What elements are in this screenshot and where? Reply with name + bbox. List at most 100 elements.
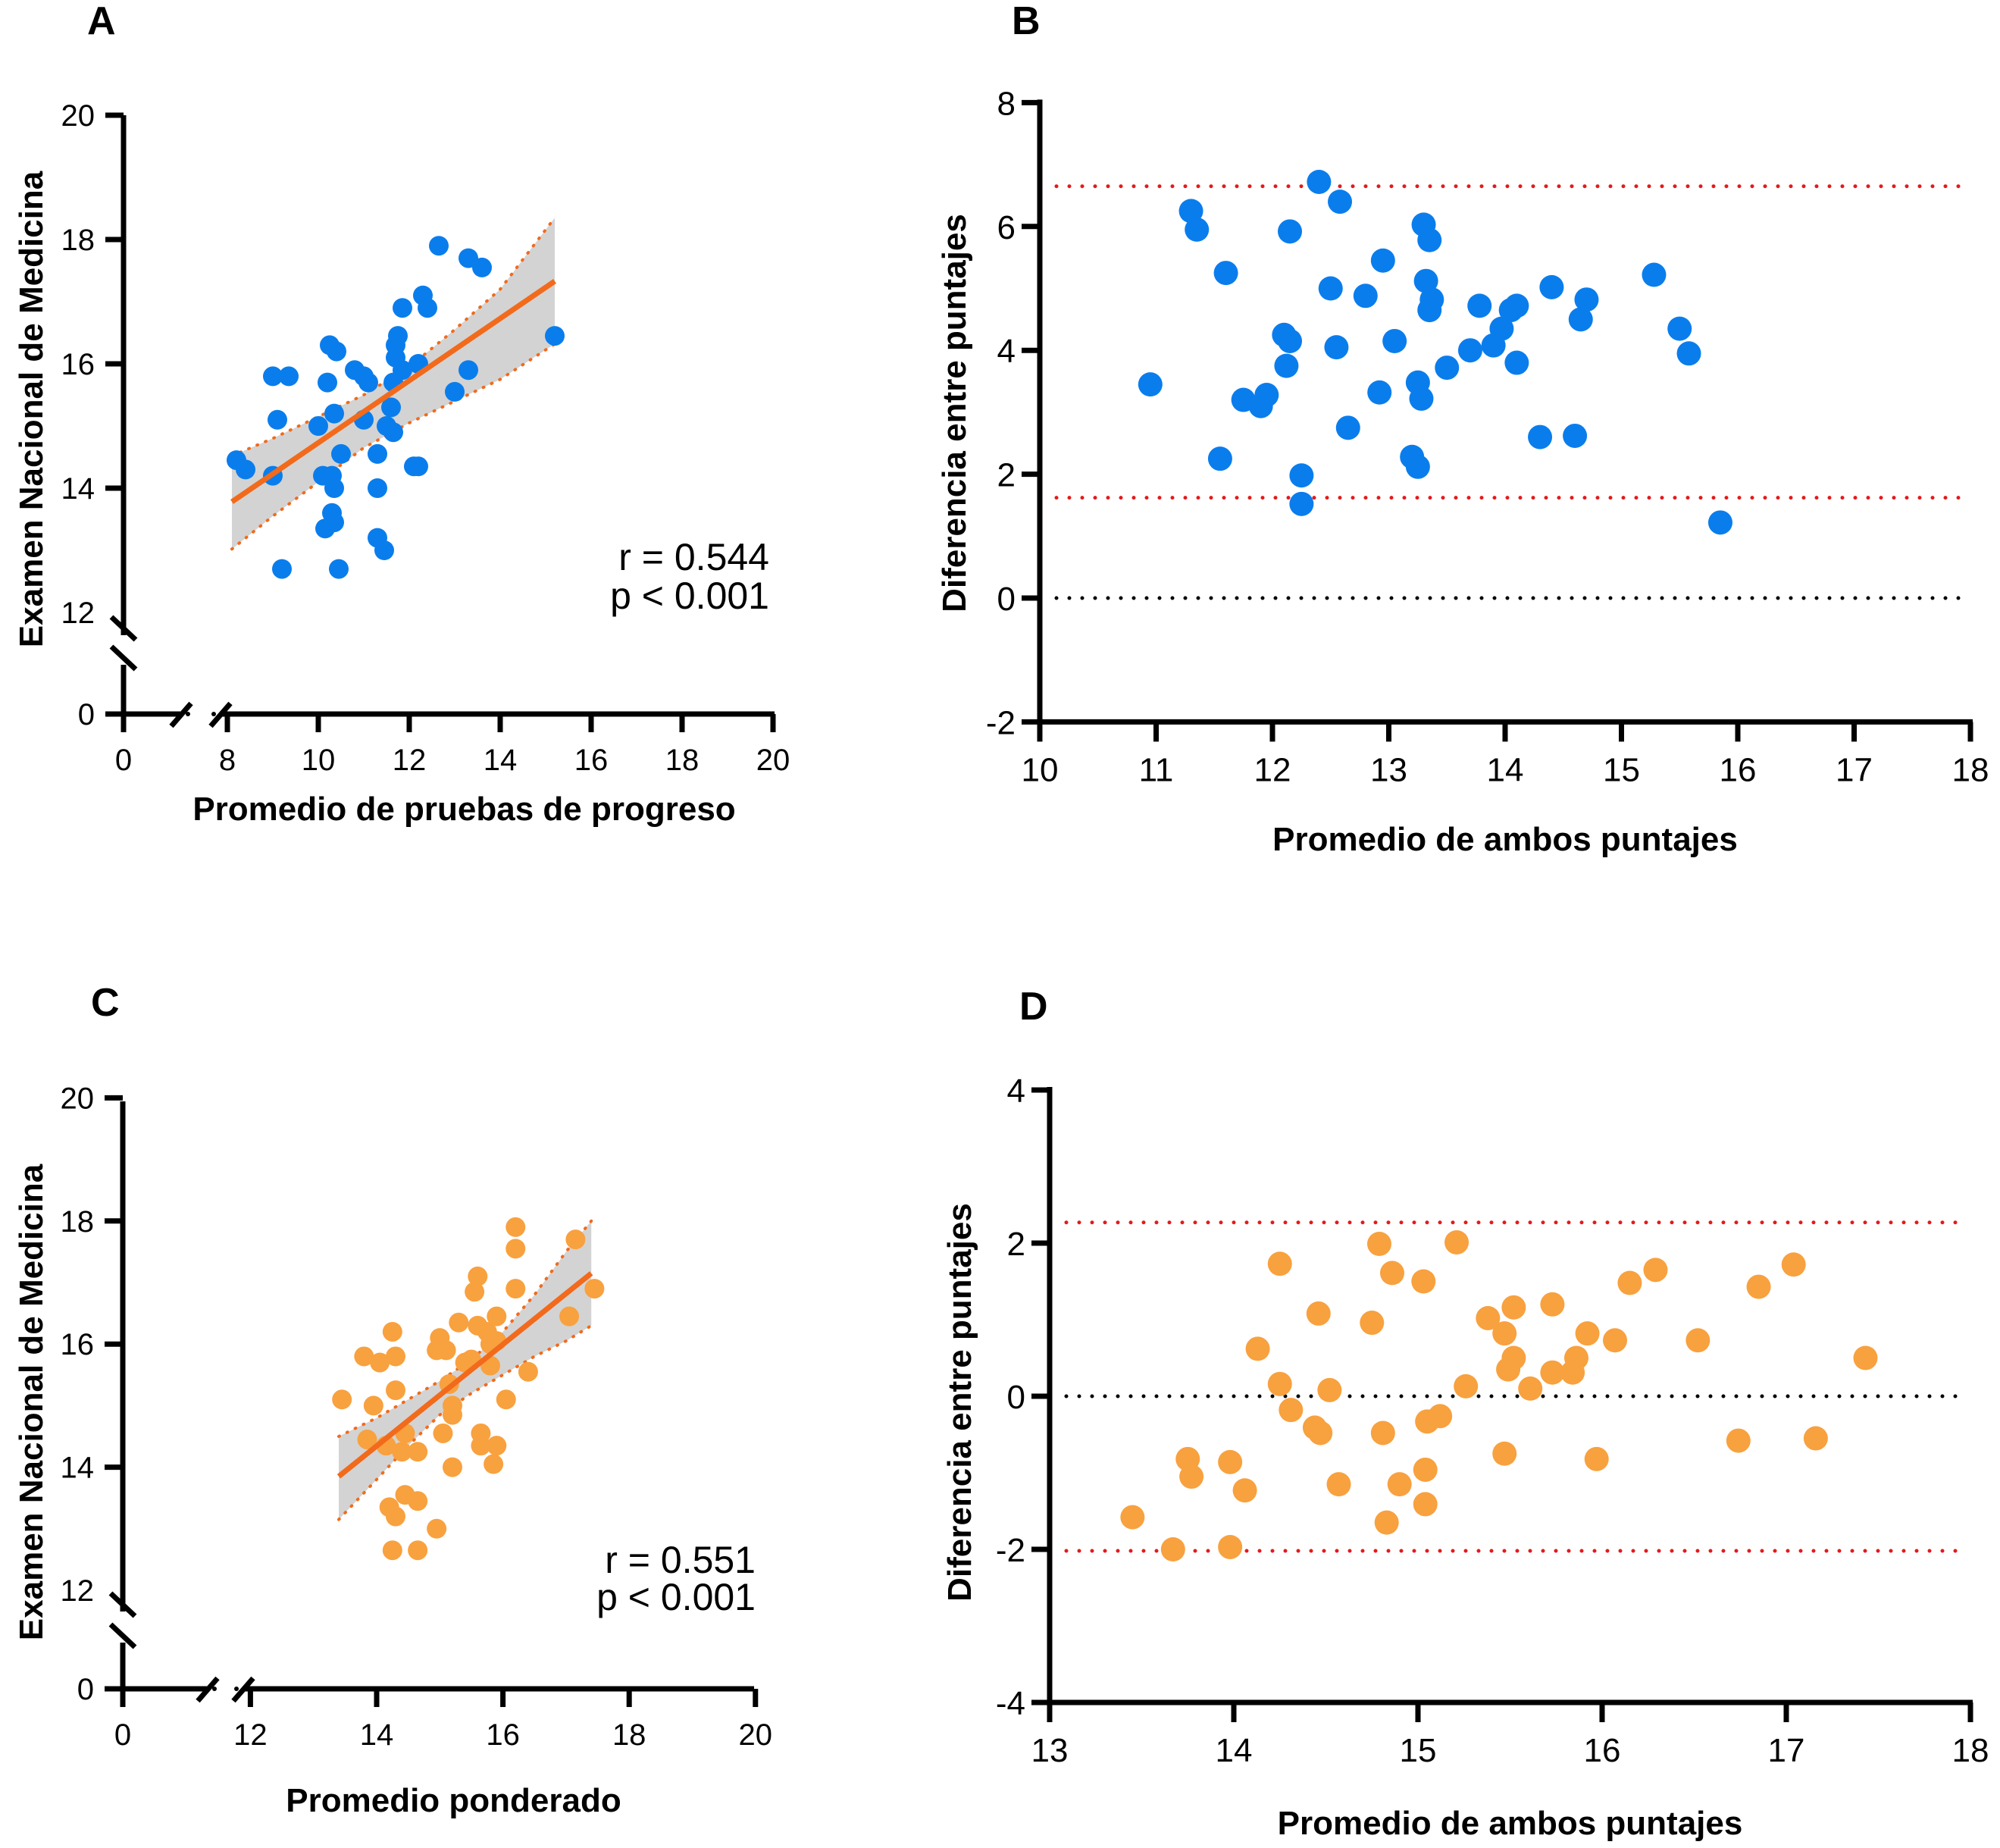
data-point xyxy=(1207,446,1232,471)
data-point xyxy=(1267,1371,1292,1396)
y-axis-break-mark xyxy=(109,615,138,642)
y-tick-label: 8 xyxy=(997,85,1016,122)
data-point xyxy=(1138,372,1163,397)
data-point xyxy=(505,1217,526,1237)
data-point xyxy=(1642,262,1667,287)
data-point xyxy=(381,397,401,418)
data-point xyxy=(1278,219,1303,244)
data-point xyxy=(1492,1321,1517,1346)
data-point xyxy=(1274,353,1299,378)
data-point xyxy=(1326,1472,1351,1497)
data-point xyxy=(382,1321,402,1342)
data-point xyxy=(331,443,351,464)
y-tick-label: 0 xyxy=(1007,1379,1025,1416)
data-point xyxy=(386,335,405,356)
correlation-r: r = 0.544 xyxy=(618,536,769,578)
data-point xyxy=(1643,1258,1668,1283)
data-point xyxy=(1617,1270,1642,1295)
data-point xyxy=(368,478,387,498)
data-point xyxy=(272,559,292,579)
x-tick-label: 11 xyxy=(1139,751,1174,788)
data-point xyxy=(393,298,412,318)
data-point xyxy=(1575,1321,1600,1346)
y-tick-label: 14 xyxy=(61,472,95,506)
data-point xyxy=(1803,1426,1828,1451)
data-point xyxy=(1457,338,1482,363)
data-point xyxy=(1366,1232,1391,1257)
regression-line xyxy=(336,1271,593,1479)
data-point xyxy=(487,1436,507,1456)
data-point xyxy=(1278,328,1303,353)
p-value: p < 0.001 xyxy=(610,575,769,617)
x-axis-break-mark xyxy=(208,701,233,728)
x-tick-label: 16 xyxy=(1720,751,1757,788)
y-tick-label: 12 xyxy=(61,597,95,630)
data-point xyxy=(1676,341,1701,366)
y-tick-label: 16 xyxy=(61,1328,95,1361)
data-point xyxy=(1370,248,1395,273)
x-tick-label: 10 xyxy=(1022,751,1059,788)
data-point xyxy=(1409,386,1434,411)
panel-label: A xyxy=(87,0,116,43)
data-point xyxy=(584,1279,605,1299)
data-point xyxy=(1353,283,1378,309)
data-point xyxy=(383,422,403,443)
data-point xyxy=(545,326,565,346)
x-tick-label: 0 xyxy=(114,1718,131,1752)
data-point xyxy=(418,298,437,318)
x-tick-label: 15 xyxy=(1400,1732,1437,1769)
data-point xyxy=(1160,1537,1185,1561)
data-point xyxy=(329,559,349,579)
y-tick-label: 18 xyxy=(61,1205,95,1239)
data-point xyxy=(1289,491,1314,516)
panel-c: C 0 12 14 16 18 20 0 12 14 16 18 20 Promedio ponderad… xyxy=(13,981,772,1819)
y-tick-label: 0 xyxy=(77,1673,94,1706)
panel-d: D 13 14 15 16 17 18 -4 -2 0 2 4 Promedio de ambos pu… xyxy=(941,985,1989,1842)
y-tick-label: 18 xyxy=(61,224,95,257)
data-point xyxy=(1213,261,1238,286)
data-point xyxy=(327,341,346,362)
data-point xyxy=(445,381,465,402)
data-point xyxy=(1417,227,1442,252)
data-point xyxy=(1563,1345,1588,1370)
data-point xyxy=(468,1266,488,1286)
data-point xyxy=(363,1395,383,1416)
data-point xyxy=(1781,1252,1806,1277)
data-point xyxy=(1540,1292,1565,1317)
x-tick-label: 14 xyxy=(1216,1732,1253,1769)
data-point xyxy=(1267,1251,1292,1276)
x-tick-label: 16 xyxy=(486,1718,520,1752)
data-point xyxy=(1178,199,1203,224)
data-point xyxy=(1324,335,1349,360)
panel-b: B 10 11 12 13 14 15 16 17 18 -2 0 2 4 6 8 Promedio de am… xyxy=(936,0,1989,858)
data-point xyxy=(565,1229,586,1250)
data-point xyxy=(354,1346,374,1367)
y-tick-label: 2 xyxy=(1007,1226,1025,1263)
x-tick-label: 18 xyxy=(665,744,700,777)
x-axis-break-dot xyxy=(234,1687,239,1691)
data-point xyxy=(1318,276,1343,301)
data-point xyxy=(385,1380,405,1401)
data-point xyxy=(1218,1534,1243,1559)
data-point xyxy=(1413,1492,1438,1517)
data-point xyxy=(1504,350,1529,375)
x-axis-break-dot xyxy=(212,1687,217,1691)
panel-a: A 0 8 10 12 14 16 18 20 0 12 14 16 18 20 Promedio de pr… xyxy=(13,0,790,828)
y-axis-title: Diferencia entre puntajes xyxy=(936,214,973,612)
data-point xyxy=(1308,1420,1333,1446)
data-point xyxy=(1574,287,1599,312)
data-point xyxy=(315,518,335,539)
correlation-r: r = 0.551 xyxy=(605,1539,756,1581)
data-point xyxy=(1370,1420,1395,1446)
y-axis-title: Examen Nacional de Medicina xyxy=(13,1164,50,1640)
y-tick-label: -2 xyxy=(986,704,1016,741)
data-point xyxy=(1501,1295,1526,1320)
y-axis-title: Examen Nacional de Medicina xyxy=(13,171,50,647)
data-point xyxy=(393,360,412,381)
data-point xyxy=(382,1540,402,1561)
data-point xyxy=(1218,1449,1243,1474)
data-point xyxy=(1254,383,1279,408)
x-tick-label: 20 xyxy=(756,744,790,777)
x-tick-label: 16 xyxy=(574,744,609,777)
x-tick-label: 16 xyxy=(1584,1732,1621,1769)
